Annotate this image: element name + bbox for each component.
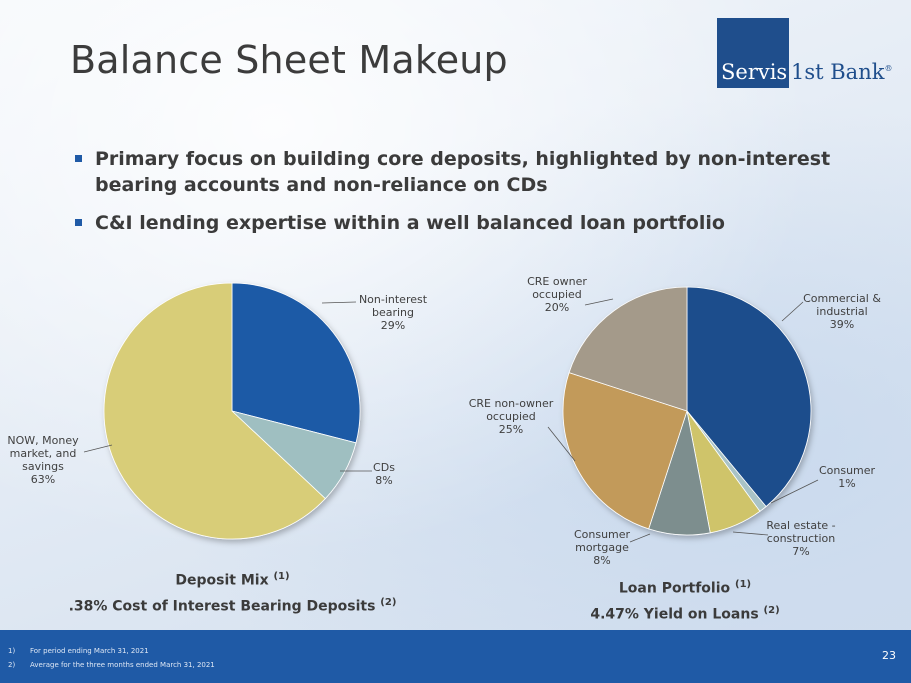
slice-label: Real estate -construction 7% (766, 519, 835, 558)
slice-label-line: market, and (10, 447, 77, 460)
deposit-mix-caption: Deposit Mix (1) .38% Cost of Interest Be… (60, 566, 405, 617)
bullet-text: Primary focus on building core deposits,… (95, 148, 831, 196)
slice-percent: 25% (499, 423, 523, 436)
loan-portfolio-title: Loan Portfolio (618, 580, 731, 597)
slice-percent: 29% (381, 319, 405, 332)
logo-text-1st-bank: 1st Bank (791, 60, 885, 84)
slice-label-line: occupied (532, 288, 582, 301)
servisfirst-logo: Servis 1st Bank® (717, 18, 897, 88)
slice-label: Consumer mortgage 8% (574, 528, 631, 567)
slice-label-line: Consumer (819, 464, 876, 477)
page-number: 23 (882, 649, 896, 662)
slice-percent: 63% (31, 473, 55, 486)
leader-line (629, 533, 651, 543)
pie-slice-commercial-industrial (686, 286, 812, 508)
footnote-1: 1) For period ending March 31, 2021 (8, 647, 149, 655)
pie-charts: Non-interest bearing 29%CDs 8%NOW, Money mar… (7, 275, 882, 567)
loan-portfolio-pie: Commercial & industrial 39%Consumer 1%Real … (469, 275, 882, 567)
leader-line (547, 426, 576, 462)
pie-slice-cre-non-owner-occupied (562, 372, 688, 530)
bullet-text: C&I lending expertise within a well bala… (95, 212, 725, 234)
slice-percent: 8% (593, 554, 610, 567)
leader-line (770, 479, 819, 504)
footnote-number: 2) (8, 661, 16, 669)
deposit-mix-subtitle-ref: (2) (380, 596, 397, 608)
page-title: Balance Sheet Makeup (70, 38, 508, 82)
logo-registered-mark: ® (884, 64, 893, 73)
slice-label-line: industrial (816, 305, 867, 318)
slice-label-line: mortgage (575, 541, 629, 554)
deposit-mix-title: Deposit Mix (175, 572, 269, 589)
leader-line (321, 301, 357, 304)
slice-label-line: CRE owner (527, 275, 587, 288)
slice-label: CRE owner occupied 20% (527, 275, 587, 314)
bullet-square-icon (75, 219, 82, 226)
slice-label-line: NOW, Money (7, 434, 79, 447)
loan-portfolio-title-ref: (1) (735, 579, 752, 590)
slice-label: Consumer 1% (819, 464, 876, 490)
footer-bar: 1) For period ending March 31, 2021 2) Ave… (0, 630, 911, 683)
pie-slice-now-money-market-and-savings (103, 282, 326, 540)
slice-label-line: savings (22, 460, 64, 473)
slice-label: Commercial & industrial 39% (803, 292, 881, 331)
leader-line (732, 531, 769, 536)
footnote-text: For period ending March 31, 2021 (30, 647, 149, 655)
slice-label-line: CRE non-owner (469, 397, 554, 410)
footnote-number: 1) (8, 647, 16, 655)
leader-line (83, 444, 113, 453)
slice-label-line: Consumer (574, 528, 631, 541)
bullet-list: Primary focus on building core deposits,… (75, 146, 845, 248)
slice-label-line: Non-interest (359, 293, 428, 306)
bullet-item: C&I lending expertise within a well bala… (75, 210, 845, 236)
deposit-mix-title-ref: (1) (273, 571, 290, 582)
bullet-square-icon (75, 155, 82, 162)
logo-text-servis: Servis (721, 60, 788, 84)
slice-label-line: bearing (372, 306, 414, 319)
logo-text-bank: 1st Bank® (791, 60, 892, 84)
slice-label-line: Real estate - (766, 519, 835, 532)
bullet-item: Primary focus on building core deposits,… (75, 146, 845, 198)
slice-label-line: Commercial & (803, 292, 881, 305)
slice-percent: 8% (375, 474, 392, 487)
slice-percent: 7% (792, 545, 809, 558)
pie-slices (103, 282, 361, 540)
footnote-text: Average for the three months ended March… (30, 661, 215, 669)
leader-line (584, 298, 614, 306)
pie-slices (562, 286, 812, 536)
slice-label: CRE non-owner occupied 25% (469, 397, 554, 436)
pie-slice-cre-owner-occupied (568, 286, 688, 412)
leader-line (781, 301, 804, 322)
slice-label-line: construction (767, 532, 835, 545)
slice-percent: 1% (838, 477, 855, 490)
slice-label: NOW, Money market, and savings 63% (7, 434, 79, 486)
pie-slice-non-interest-bearing (231, 282, 361, 444)
slice-label: Non-interest bearing 29% (359, 293, 428, 332)
loan-portfolio-caption: Loan Portfolio (1) 4.47% Yield on Loans … (560, 574, 810, 625)
loan-portfolio-subtitle-ref: (2) (763, 604, 780, 616)
logo-box (717, 18, 789, 88)
slice-label: CDs 8% (373, 461, 395, 487)
loan-portfolio-subtitle: 4.47% Yield on Loans (590, 606, 759, 623)
slice-percent: 20% (545, 301, 569, 314)
slice-label-line: CDs (373, 461, 395, 474)
slice-percent: 39% (830, 318, 854, 331)
footnote-2: 2) Average for the three months ended Mar… (8, 661, 215, 669)
deposit-mix-subtitle: .38% Cost of Interest Bearing Deposits (68, 598, 376, 615)
deposit-mix-pie: Non-interest bearing 29% CDs 8% NOW, Money mar… (7, 282, 428, 540)
slice-label-line: occupied (486, 410, 536, 423)
